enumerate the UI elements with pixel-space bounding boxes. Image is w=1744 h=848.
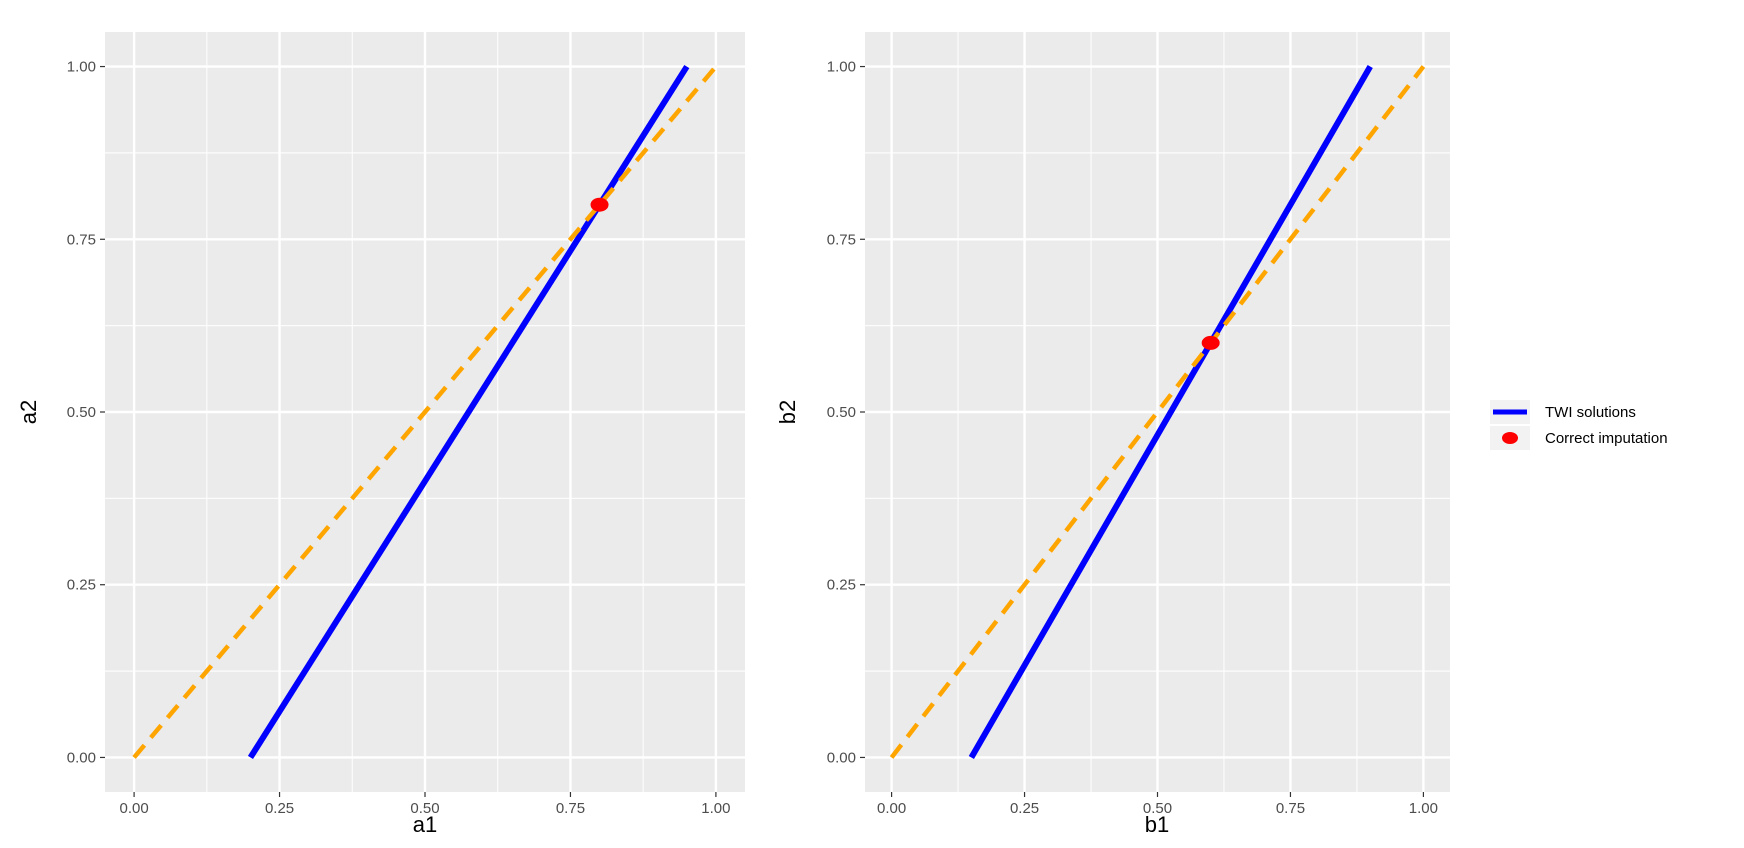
x-tick-label: 0.25 <box>1010 800 1039 817</box>
y-tick-label: 0.75 <box>827 231 856 248</box>
legend-key-correct-imputation <box>1502 432 1518 444</box>
legend-label-correct-imputation: Correct imputation <box>1545 430 1668 447</box>
left-panel: 0.00 0.25 0.50 0.75 1.00 0.00 0.25 0.50 0.75 1.00… <box>16 32 745 837</box>
x-tick-label: 0.75 <box>1276 800 1305 817</box>
x-tick-label: 0.50 <box>1143 800 1172 817</box>
x-tick-label: 0.50 <box>410 800 439 817</box>
twi-solutions-line <box>968 65 1373 759</box>
dashed-reference-line <box>889 65 1426 759</box>
y-tick-label: 0.00 <box>67 749 96 766</box>
y-axis-title-b2: b2 <box>775 400 800 424</box>
x-tick-label: 0.00 <box>877 800 906 817</box>
x-tick-label: 0.75 <box>556 800 585 817</box>
y-tick-label: 0.25 <box>67 577 96 594</box>
correct-imputation-point <box>1201 335 1220 350</box>
y-tick-label: 1.00 <box>67 59 96 76</box>
right-panel-ticks: 0.00 0.25 0.50 0.75 1.00 0.00 0.25 0.50 0.75 1.00 <box>827 59 1438 817</box>
x-tick-label: 1.00 <box>1409 800 1438 817</box>
left-panel-marks <box>132 64 718 760</box>
x-axis-title-b1: b1 <box>1145 812 1169 837</box>
y-tick-label: 0.25 <box>827 577 856 594</box>
dashed-reference-line <box>132 65 718 759</box>
x-tick-label: 0.00 <box>119 800 148 817</box>
twi-solutions-line <box>247 64 690 760</box>
right-panel-grid <box>865 32 1450 792</box>
right-panel: 0.00 0.25 0.50 0.75 1.00 0.00 0.25 0.50 0.75 1.00… <box>775 32 1450 837</box>
legend: TWI solutions Correct imputation <box>1490 400 1668 450</box>
correct-imputation-point <box>590 197 609 212</box>
y-tick-label: 0.00 <box>827 749 856 766</box>
x-tick-label: 0.25 <box>265 800 294 817</box>
y-tick-label: 0.75 <box>67 231 96 248</box>
y-tick-label: 0.50 <box>827 404 856 421</box>
right-panel-marks <box>889 65 1426 759</box>
legend-label-twi-solutions: TWI solutions <box>1545 404 1636 421</box>
x-tick-label: 1.00 <box>701 800 730 817</box>
y-tick-label: 1.00 <box>827 59 856 76</box>
y-axis-title-a2: a2 <box>16 400 41 424</box>
y-tick-label: 0.50 <box>67 404 96 421</box>
left-panel-ticks: 0.00 0.25 0.50 0.75 1.00 0.00 0.25 0.50 0.75 1.00 <box>67 59 731 817</box>
x-axis-title-a1: a1 <box>413 812 437 837</box>
